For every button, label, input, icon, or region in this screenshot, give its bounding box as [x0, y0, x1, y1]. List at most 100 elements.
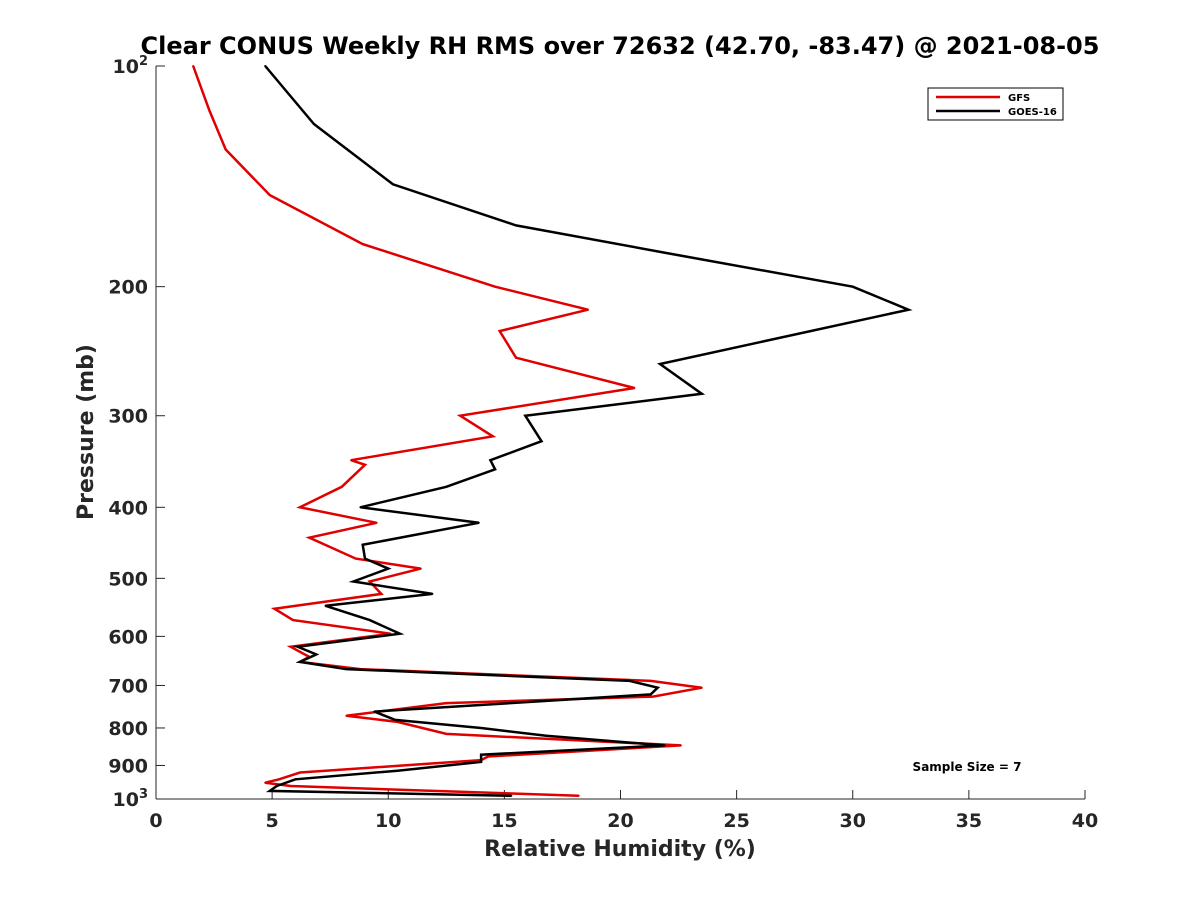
data-point-goes16	[296, 645, 299, 648]
sample-size-annotation: Sample Size = 7	[913, 760, 1022, 774]
data-point-goes16	[700, 392, 703, 395]
x-tick-label: 5	[266, 810, 279, 832]
data-point-goes16	[387, 567, 390, 570]
data-point-gfs	[445, 732, 448, 735]
y-tick-label: 200	[108, 277, 148, 299]
data-point-gfs	[299, 771, 301, 774]
data-point-gfs	[264, 781, 267, 784]
data-point-goes16	[907, 308, 910, 311]
y-axis-label: Pressure (mb)	[74, 344, 99, 520]
data-point-goes16	[268, 789, 271, 792]
y-tick-label: 900	[108, 755, 148, 777]
data-point-goes16	[515, 224, 517, 227]
data-point-gfs	[350, 459, 353, 462]
y-tick-label: 103	[113, 787, 149, 811]
data-point-gfs	[361, 243, 364, 246]
data-point-goes16	[851, 285, 854, 288]
data-point-gfs	[459, 414, 462, 417]
y-tick-label: 102	[113, 54, 149, 78]
data-point-goes16	[352, 580, 355, 583]
x-tick-label: 15	[491, 810, 517, 832]
series-line-goes16	[264, 65, 913, 798]
data-point-gfs	[375, 521, 378, 524]
data-point-gfs	[652, 695, 654, 698]
data-point-goes16	[364, 557, 366, 560]
data-point-goes16	[510, 794, 513, 797]
data-point-gfs	[340, 485, 343, 488]
data-point-gfs	[289, 785, 292, 787]
data-point-goes16	[345, 668, 348, 671]
y-tick-label: 500	[108, 568, 148, 590]
series-line-gfs	[192, 65, 703, 798]
data-point-goes16	[315, 653, 318, 656]
x-tick-label: 40	[1072, 810, 1098, 832]
data-point-gfs	[192, 65, 195, 67]
data-point-gfs	[299, 506, 301, 509]
y-tick-label: 400	[108, 497, 148, 519]
data-point-goes16	[545, 734, 548, 737]
x-tick-label: 0	[149, 810, 162, 832]
data-point-goes16	[324, 604, 327, 607]
data-point-gfs	[700, 686, 703, 689]
x-tick-label: 35	[956, 810, 982, 832]
data-point-gfs	[345, 714, 348, 717]
data-point-gfs	[308, 536, 311, 539]
data-point-goes16	[368, 619, 371, 622]
legend-label-gfs: GFS	[1008, 93, 1030, 104]
data-point-gfs	[491, 435, 494, 438]
data-point-gfs	[494, 285, 497, 288]
data-point-goes16	[628, 679, 631, 682]
data-point-goes16	[524, 414, 527, 417]
data-point-goes16	[431, 592, 434, 595]
data-point-goes16	[663, 744, 666, 747]
data-series	[192, 65, 913, 798]
x-tick-label: 10	[375, 810, 401, 832]
data-point-gfs	[268, 194, 271, 197]
data-point-goes16	[489, 459, 492, 462]
data-point-gfs	[292, 619, 294, 622]
y-tick-label: 600	[108, 626, 148, 648]
data-point-gfs	[445, 702, 448, 705]
data-point-gfs	[354, 557, 357, 560]
data-point-goes16	[480, 753, 483, 756]
data-point-goes16	[480, 727, 483, 729]
data-point-goes16	[659, 363, 661, 365]
data-point-gfs	[224, 148, 227, 151]
data-point-gfs	[577, 794, 580, 797]
data-point-goes16	[540, 440, 543, 443]
data-point-goes16	[359, 506, 362, 509]
data-point-gfs	[679, 744, 682, 747]
data-point-gfs	[587, 308, 589, 311]
data-point-goes16	[445, 485, 448, 488]
data-point-goes16	[480, 760, 483, 763]
data-point-gfs	[273, 607, 276, 610]
data-point-gfs	[633, 387, 636, 389]
data-point-gfs	[289, 645, 292, 648]
data-point-goes16	[494, 468, 497, 471]
data-point-goes16	[396, 769, 399, 772]
data-point-gfs	[515, 356, 517, 359]
plot-axes	[155, 66, 1085, 800]
chart-title: Clear CONUS Weekly RH RMS over 72632 (42…	[141, 32, 1100, 60]
data-point-goes16	[275, 785, 278, 787]
data-point-goes16	[264, 65, 267, 67]
data-point-goes16	[666, 252, 668, 255]
data-point-goes16	[649, 693, 652, 696]
y-tick-label: 800	[108, 718, 148, 740]
data-point-goes16	[656, 686, 659, 689]
x-tick-label: 30	[840, 810, 866, 832]
data-point-goes16	[394, 718, 397, 721]
data-point-gfs	[368, 580, 371, 583]
data-point-goes16	[361, 543, 364, 546]
data-point-goes16	[312, 123, 315, 125]
data-point-goes16	[391, 183, 394, 186]
data-point-gfs	[278, 778, 281, 781]
x-tick-label: 20	[607, 810, 633, 832]
data-point-gfs	[208, 109, 211, 112]
axis-ticks: 0 5 10 15 20 25 30 35 40 102 200 300 400 500 600 700 800…	[108, 54, 1098, 832]
data-point-gfs	[419, 567, 422, 570]
data-point-goes16	[373, 710, 376, 713]
data-point-goes16	[299, 660, 301, 663]
data-point-gfs	[380, 592, 383, 595]
y-tick-label: 300	[108, 406, 148, 428]
